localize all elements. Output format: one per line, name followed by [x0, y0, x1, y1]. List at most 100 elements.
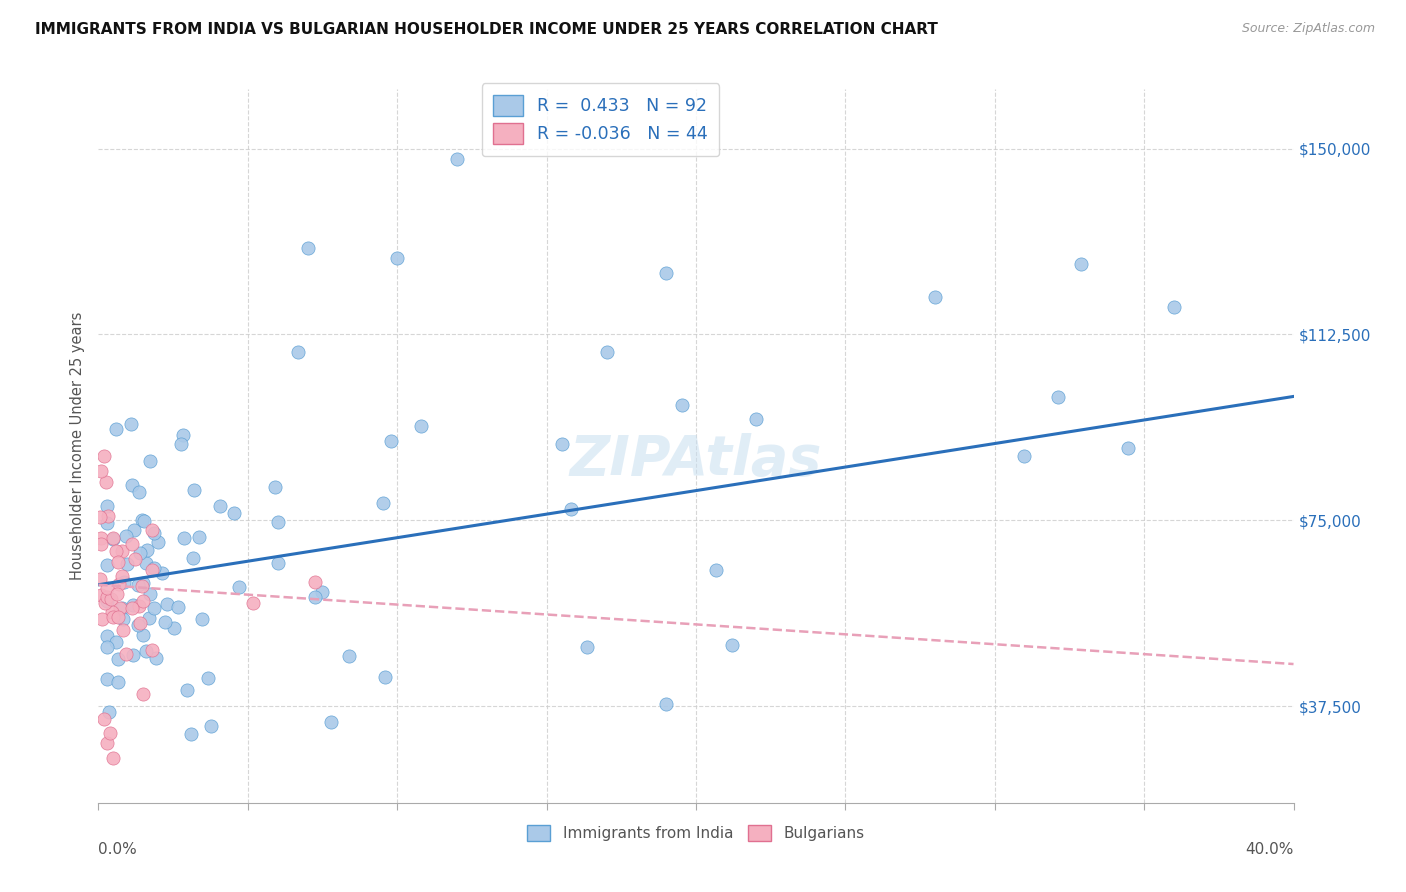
Point — [111, 612, 134, 626]
Point — [138, 610, 160, 624]
Text: 40.0%: 40.0% — [1246, 842, 1294, 857]
Point — [374, 670, 396, 684]
Point — [90, 531, 112, 545]
Point — [373, 496, 395, 510]
Point — [304, 590, 326, 604]
Point — [131, 512, 153, 526]
Point — [90, 588, 112, 602]
Point — [103, 751, 125, 765]
Point — [141, 524, 163, 538]
Point — [135, 557, 157, 571]
Point — [100, 592, 122, 607]
Point — [94, 475, 117, 489]
Point — [183, 483, 205, 497]
Text: IMMIGRANTS FROM INDIA VS BULGARIAN HOUSEHOLDER INCOME UNDER 25 YEARS CORRELATION: IMMIGRANTS FROM INDIA VS BULGARIAN HOUSE… — [35, 22, 938, 37]
Point — [108, 600, 131, 615]
Point — [96, 629, 118, 643]
Point — [111, 568, 134, 582]
Point — [145, 651, 167, 665]
Point — [655, 266, 678, 280]
Point — [96, 640, 118, 654]
Point — [671, 398, 693, 412]
Point — [90, 537, 112, 551]
Point — [129, 546, 152, 560]
Point — [162, 621, 184, 635]
Point — [131, 579, 153, 593]
Point — [96, 736, 118, 750]
Point — [96, 593, 118, 607]
Point — [111, 544, 134, 558]
Point — [228, 580, 250, 594]
Point — [96, 673, 118, 687]
Point — [101, 605, 124, 619]
Point — [96, 590, 118, 604]
Point — [124, 552, 146, 566]
Point — [121, 478, 143, 492]
Point — [89, 572, 111, 586]
Point — [96, 582, 118, 596]
Point — [706, 563, 728, 577]
Point — [188, 530, 211, 544]
Point — [115, 557, 138, 571]
Point — [297, 241, 319, 255]
Y-axis label: Householder Income Under 25 years: Householder Income Under 25 years — [69, 312, 84, 580]
Point — [287, 344, 309, 359]
Point — [122, 523, 145, 537]
Point — [156, 598, 179, 612]
Point — [122, 598, 145, 612]
Point — [132, 594, 155, 608]
Point — [105, 635, 128, 649]
Point — [319, 715, 342, 730]
Point — [266, 515, 288, 529]
Point — [107, 556, 129, 570]
Point — [103, 532, 125, 546]
Point — [108, 576, 131, 591]
Text: 0.0%: 0.0% — [98, 842, 138, 857]
Point — [128, 599, 150, 614]
Point — [91, 612, 114, 626]
Point — [150, 566, 173, 580]
Point — [96, 499, 118, 513]
Point — [311, 584, 333, 599]
Point — [209, 499, 232, 513]
Point — [120, 417, 142, 431]
Point — [89, 509, 111, 524]
Point — [129, 615, 152, 630]
Point — [139, 454, 162, 468]
Point — [103, 531, 125, 545]
Point — [107, 610, 129, 624]
Point — [112, 624, 135, 638]
Point — [551, 437, 574, 451]
Text: ZIPAtlas: ZIPAtlas — [569, 434, 823, 487]
Point — [135, 543, 157, 558]
Point — [721, 638, 744, 652]
Point — [170, 437, 193, 451]
Point — [655, 697, 678, 711]
Point — [142, 525, 165, 540]
Point — [172, 428, 194, 442]
Point — [139, 587, 162, 601]
Point — [242, 596, 264, 610]
Point — [596, 344, 619, 359]
Point — [380, 434, 402, 449]
Point — [93, 449, 115, 463]
Point — [180, 726, 202, 740]
Point — [197, 671, 219, 685]
Point — [141, 564, 163, 578]
Point — [107, 652, 129, 666]
Point — [1163, 300, 1185, 314]
Point — [446, 152, 468, 166]
Point — [128, 485, 150, 500]
Point — [191, 612, 214, 626]
Point — [745, 412, 768, 426]
Point — [112, 574, 135, 589]
Point — [121, 600, 143, 615]
Point — [1116, 441, 1139, 455]
Point — [96, 558, 118, 572]
Point — [134, 514, 156, 528]
Point — [121, 537, 143, 551]
Point — [173, 531, 195, 545]
Point — [98, 705, 121, 719]
Point — [115, 647, 138, 661]
Point — [176, 682, 198, 697]
